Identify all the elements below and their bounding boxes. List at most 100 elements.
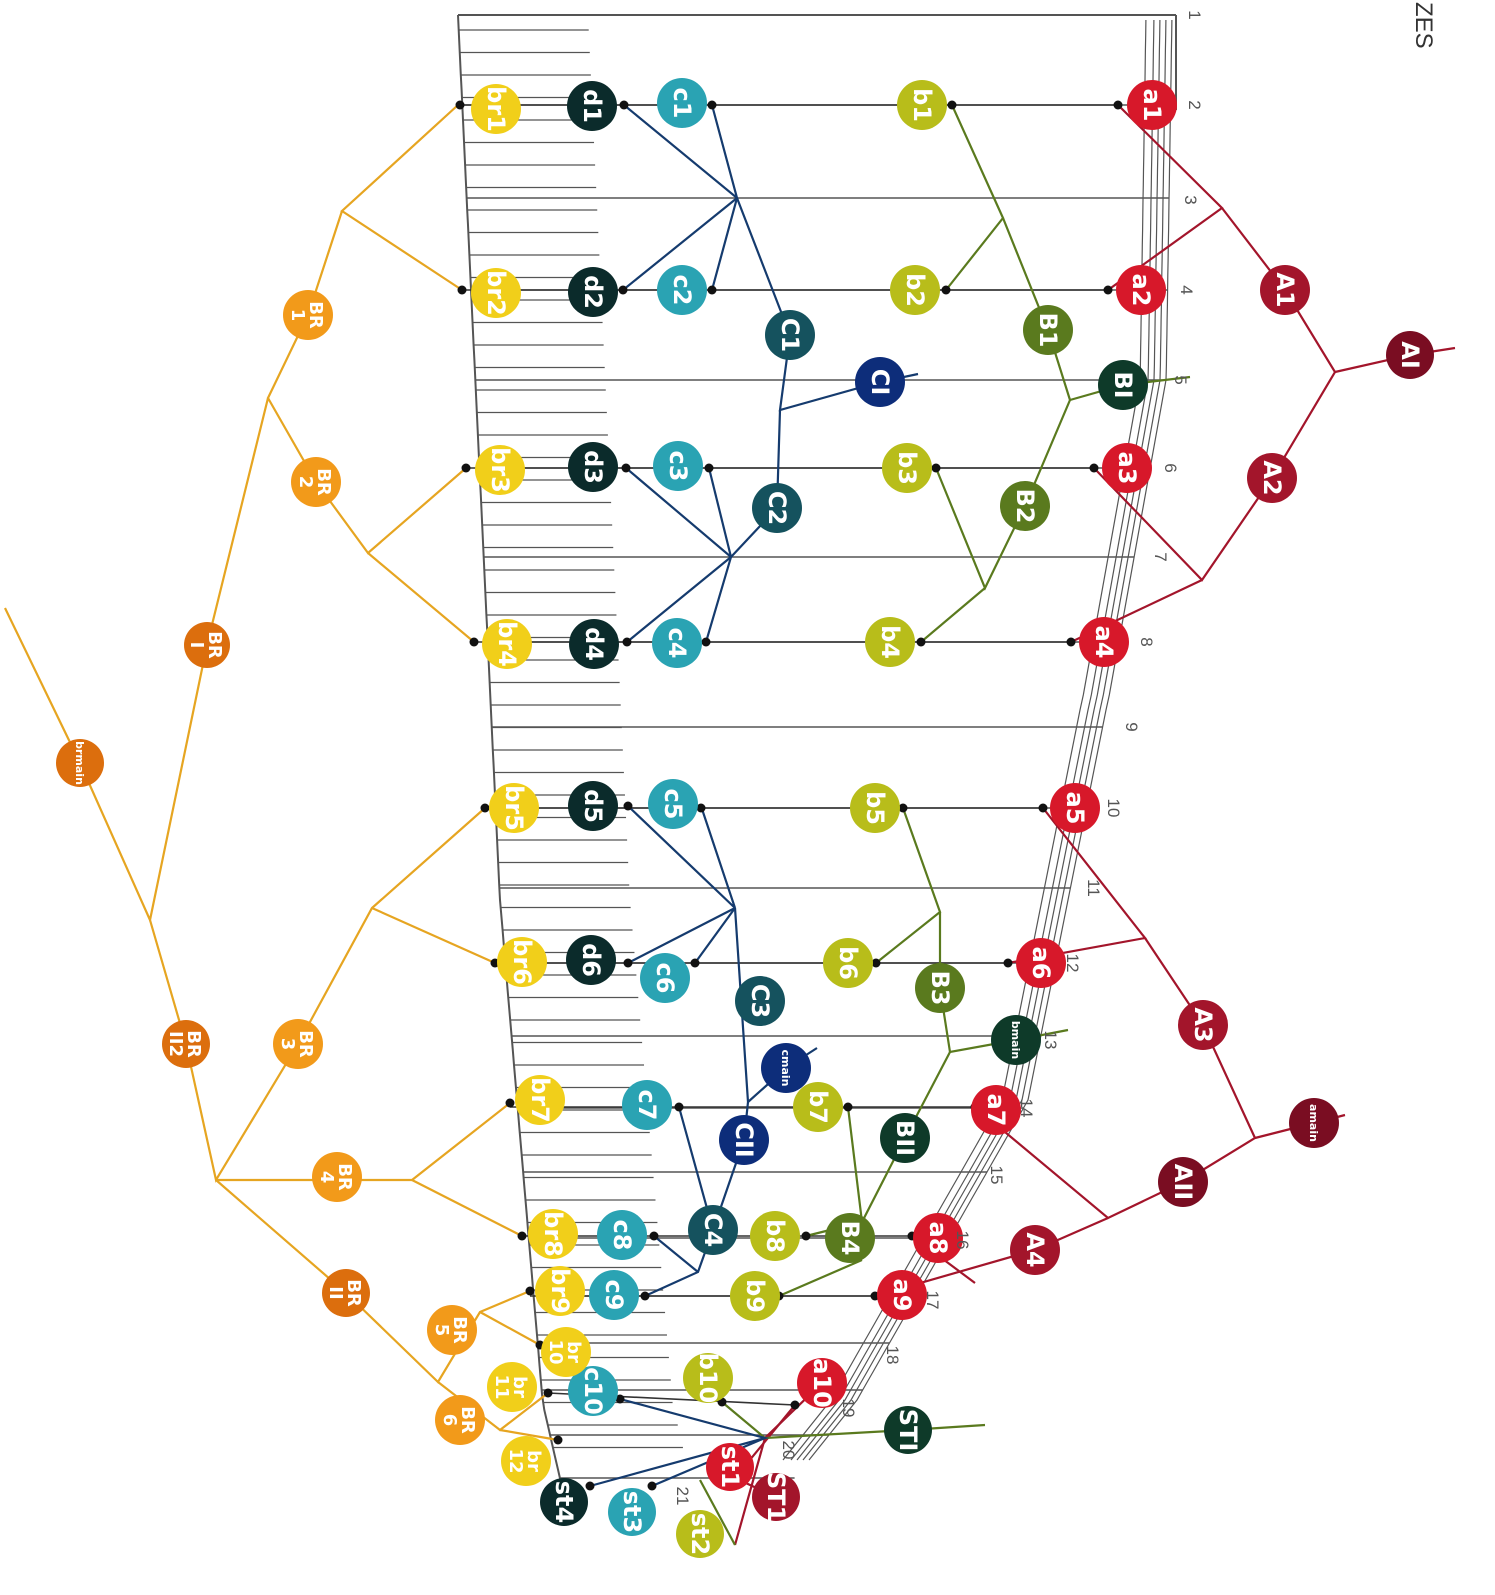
node-d2: d2 — [568, 267, 618, 317]
node-label: c8 — [608, 1220, 636, 1251]
node-c2: C2 — [752, 483, 802, 533]
node-a4: a4 — [1079, 617, 1129, 667]
node-label: b3 — [893, 451, 921, 485]
node-label: b4 — [876, 625, 904, 659]
node-ci: CI — [855, 357, 905, 407]
node-label: c5 — [659, 789, 687, 820]
node-br5: BR5 — [427, 1305, 477, 1355]
row-number: 20 — [779, 1441, 798, 1460]
node-label: STI — [894, 1409, 922, 1452]
node-label: BRII — [325, 1279, 364, 1307]
node-b3: b3 — [882, 443, 932, 493]
node-label: C4 — [699, 1213, 727, 1247]
node-b2: B2 — [1000, 481, 1050, 531]
node-label: BR4 — [316, 1163, 355, 1191]
node-label: b10 — [694, 1353, 722, 1404]
node-label: c1 — [668, 88, 696, 119]
node-label: AII — [1169, 1164, 1197, 1200]
node-d3: d3 — [568, 442, 618, 492]
node-label: br2 — [482, 270, 510, 316]
node-label: br5 — [500, 785, 528, 831]
tree-edges — [4, 104, 1456, 1546]
node-label: br3 — [486, 447, 514, 493]
row-number: 19 — [839, 1399, 858, 1418]
node-a9: a9 — [877, 1270, 927, 1320]
row-number: 16 — [953, 1231, 972, 1250]
row-number: 8 — [1137, 637, 1156, 646]
node-label: d6 — [577, 943, 605, 977]
row-number: 13 — [1041, 1031, 1060, 1050]
node-label: CII — [730, 1122, 758, 1157]
node-label: d2 — [579, 275, 607, 309]
corner-text: ZES — [1410, 2, 1437, 49]
node-label: a7 — [982, 1094, 1010, 1127]
node-label: C2 — [763, 491, 791, 525]
node-brii2: BRII2 — [162, 1020, 210, 1068]
node-label: b6 — [834, 946, 862, 980]
node-bmain: bmain — [991, 1015, 1041, 1065]
node-br3: BR3 — [273, 1019, 323, 1069]
node-label: bmain — [1009, 1021, 1022, 1059]
node-label: CI — [866, 369, 894, 396]
node-label: b9 — [741, 1279, 769, 1313]
node-brmain: brmain — [56, 739, 104, 787]
node-label: a8 — [924, 1222, 952, 1255]
row-number: 7 — [1151, 552, 1170, 561]
node-a2: a2 — [1116, 265, 1166, 315]
node-label: d4 — [580, 627, 608, 661]
node-label: B1 — [1034, 313, 1062, 348]
node-aii: AII — [1158, 1157, 1208, 1207]
node-label: ST1 — [762, 1472, 790, 1522]
node-c1: C1 — [765, 310, 815, 360]
node-label: A1 — [1271, 272, 1299, 307]
node-br8: br8 — [528, 1209, 578, 1259]
node-label: st2 — [686, 1513, 714, 1555]
node-label: st4 — [550, 1481, 578, 1523]
row-number: 21 — [673, 1487, 692, 1506]
row-number: 6 — [1161, 463, 1180, 472]
node-br6: BR6 — [435, 1395, 485, 1445]
node-br10: br10 — [541, 1327, 591, 1377]
node-label: a5 — [1061, 792, 1089, 825]
node-c6: c6 — [640, 953, 690, 1003]
node-brii: BRII — [322, 1269, 370, 1317]
node-label: br4 — [493, 621, 521, 667]
node-label: d3 — [579, 450, 607, 484]
row-number: 4 — [1177, 285, 1196, 294]
node-d1: d1 — [567, 81, 617, 131]
node-label: d1 — [578, 89, 606, 123]
node-br6: br6 — [497, 937, 547, 987]
node-label: AI — [1396, 341, 1424, 369]
row-number: 12 — [1063, 954, 1082, 973]
node-label: BR2 — [295, 468, 334, 496]
grid-lines — [457, 14, 1177, 1486]
node-br11: br11 — [487, 1362, 537, 1412]
node-a1: A1 — [1260, 265, 1310, 315]
node-b10: b10 — [683, 1353, 733, 1404]
row-number: 5 — [1171, 375, 1190, 384]
node-label: br7 — [526, 1077, 554, 1123]
node-ai: AI — [1386, 331, 1434, 379]
node-label: b8 — [761, 1219, 789, 1253]
node-c1: c1 — [657, 78, 707, 128]
node-st3: st3 — [608, 1488, 656, 1536]
node-label: a6 — [1027, 947, 1055, 980]
node-label: c2 — [668, 275, 696, 306]
node-label: st3 — [618, 1491, 646, 1533]
node-d4: d4 — [569, 619, 619, 669]
node-a5: a5 — [1050, 783, 1100, 833]
node-label: br10 — [545, 1339, 584, 1364]
node-label: C1 — [776, 318, 804, 352]
node-label: c4 — [663, 628, 691, 659]
node-d6: d6 — [566, 935, 616, 985]
row-number: 17 — [923, 1291, 942, 1310]
node-br1: br1 — [471, 84, 521, 134]
node-br2: BR2 — [291, 457, 341, 507]
node-label: a10 — [808, 1358, 836, 1408]
node-label: A2 — [1258, 460, 1286, 495]
node-br2: br2 — [471, 268, 521, 318]
node-br4: BR4 — [312, 1152, 362, 1202]
node-b9: b9 — [730, 1271, 780, 1321]
